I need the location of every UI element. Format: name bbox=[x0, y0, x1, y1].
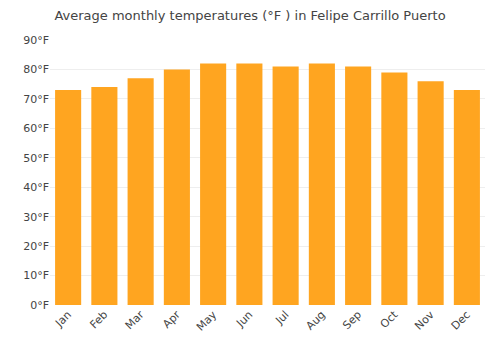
svg-text:Dec: Dec bbox=[449, 308, 473, 332]
svg-text:30°F: 30°F bbox=[23, 211, 49, 224]
svg-text:Nov: Nov bbox=[412, 308, 437, 333]
svg-text:Average monthly temperatures (: Average monthly temperatures (°F ) in Fe… bbox=[54, 8, 445, 23]
svg-text:40°F: 40°F bbox=[23, 181, 49, 194]
svg-text:Jun: Jun bbox=[233, 308, 255, 330]
svg-text:Sep: Sep bbox=[340, 308, 364, 332]
svg-text:0°F: 0°F bbox=[30, 299, 49, 312]
svg-text:80°F: 80°F bbox=[23, 63, 49, 76]
svg-text:Oct: Oct bbox=[378, 308, 401, 331]
svg-text:Jan: Jan bbox=[52, 308, 74, 330]
svg-text:May: May bbox=[194, 308, 220, 334]
svg-text:20°F: 20°F bbox=[23, 240, 49, 253]
svg-text:Apr: Apr bbox=[160, 308, 183, 331]
svg-text:Feb: Feb bbox=[87, 308, 110, 331]
svg-text:Aug: Aug bbox=[304, 308, 328, 332]
svg-text:50°F: 50°F bbox=[23, 152, 49, 165]
svg-text:Jul: Jul bbox=[272, 308, 291, 327]
svg-text:90°F: 90°F bbox=[23, 34, 49, 47]
svg-text:Mar: Mar bbox=[123, 308, 147, 332]
svg-text:70°F: 70°F bbox=[23, 93, 49, 106]
svg-text:10°F: 10°F bbox=[23, 269, 49, 282]
svg-text:60°F: 60°F bbox=[23, 122, 49, 135]
